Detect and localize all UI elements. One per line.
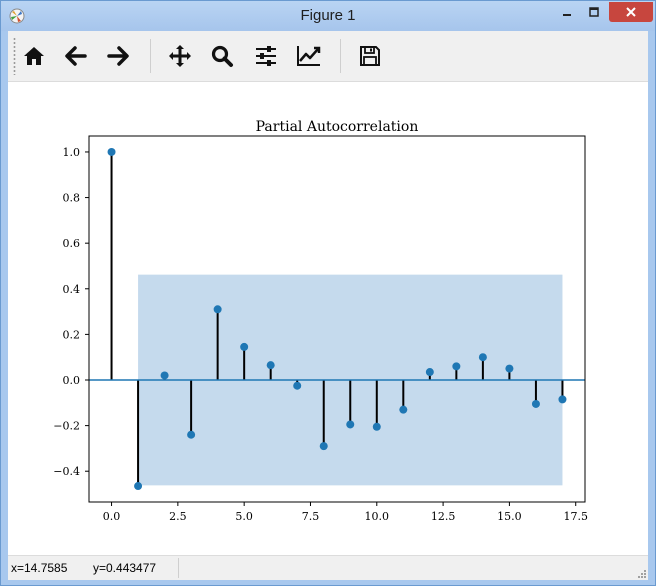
- chart-title: Partial Autocorrelation: [256, 119, 419, 135]
- y-tick-label: 0.2: [63, 328, 81, 341]
- data-point: [399, 405, 408, 414]
- resize-grip-icon[interactable]: [636, 568, 646, 578]
- y-tick-label: −0.2: [53, 420, 80, 433]
- close-icon: [626, 7, 636, 17]
- data-point: [346, 420, 355, 429]
- data-point: [107, 147, 116, 156]
- move-icon: [169, 45, 191, 67]
- navigation-toolbar: [8, 31, 648, 82]
- window-title: Figure 1: [300, 7, 356, 24]
- toolbar-grip[interactable]: [13, 37, 16, 75]
- data-point: [187, 430, 196, 439]
- toolbar-separator: [340, 39, 341, 73]
- status-bar: x=14.7585 y=0.443477: [8, 555, 648, 580]
- data-point: [425, 368, 434, 377]
- y-tick-label: 1.0: [63, 146, 81, 159]
- line-chart-icon: [297, 46, 321, 66]
- cursor-y-readout: y=0.443477: [93, 561, 157, 575]
- title-bar: Figure 1: [1, 1, 655, 31]
- close-button[interactable]: [609, 2, 653, 22]
- data-point: [240, 342, 249, 351]
- y-tick-label: 0.0: [63, 374, 81, 387]
- x-tick-label: 15.0: [497, 510, 522, 523]
- data-point: [452, 362, 461, 371]
- y-tick-label: −0.4: [53, 465, 80, 478]
- x-tick-label: 0.0: [103, 510, 121, 523]
- maximize-button[interactable]: [581, 2, 607, 22]
- toolbar-separator: [150, 39, 151, 73]
- data-point: [372, 422, 381, 431]
- x-tick-label: 7.5: [302, 510, 320, 523]
- minimize-icon: [563, 14, 571, 16]
- pacf-chart: Partial Autocorrelation 0.0 2.5 5.0 7.5 10.0…: [53, 119, 588, 523]
- zoom-button[interactable]: [206, 40, 238, 72]
- magnifier-icon: [211, 45, 233, 67]
- data-point: [213, 305, 222, 314]
- axes-frame: [88, 135, 586, 503]
- sliders-icon: [256, 46, 276, 66]
- pan-button[interactable]: [164, 40, 196, 72]
- y-tick-label: 0.4: [63, 283, 81, 296]
- data-point: [134, 482, 143, 491]
- x-tick-label: 17.5: [563, 510, 588, 523]
- arrow-right-icon: [107, 46, 129, 66]
- data-point: [293, 381, 302, 390]
- home-button[interactable]: [18, 40, 50, 72]
- status-separator: [178, 558, 179, 578]
- data-point: [266, 361, 275, 370]
- data-point: [319, 442, 328, 451]
- data-point: [505, 364, 514, 373]
- home-icon: [24, 47, 44, 65]
- configure-subplots-button[interactable]: [250, 40, 282, 72]
- forward-button[interactable]: [102, 40, 134, 72]
- x-tick-label: 10.0: [365, 510, 390, 523]
- x-tick-label: 12.5: [431, 510, 456, 523]
- x-tick-label: 2.5: [169, 510, 187, 523]
- client-area: Partial Autocorrelation 0.0 2.5 5.0 7.5 10.0…: [8, 31, 648, 580]
- arrow-left-icon: [65, 46, 87, 66]
- matplotlib-app-icon: [9, 8, 25, 24]
- back-button[interactable]: [60, 40, 92, 72]
- x-tick-label: 5.0: [235, 510, 253, 523]
- maximize-icon: [589, 7, 599, 17]
- edit-axis-button[interactable]: [293, 40, 325, 72]
- figure-canvas[interactable]: Partial Autocorrelation 0.0 2.5 5.0 7.5 10.0…: [8, 82, 648, 554]
- data-point: [531, 399, 540, 408]
- data-point: [478, 353, 487, 362]
- floppy-disk-icon: [360, 46, 380, 66]
- save-button[interactable]: [354, 40, 386, 72]
- cursor-x-readout: x=14.7585: [11, 561, 68, 575]
- y-tick-label: 0.6: [63, 237, 81, 250]
- data-point: [558, 395, 567, 404]
- minimize-button[interactable]: [554, 2, 580, 22]
- y-tick-label: 0.8: [63, 192, 81, 205]
- data-point: [160, 371, 169, 380]
